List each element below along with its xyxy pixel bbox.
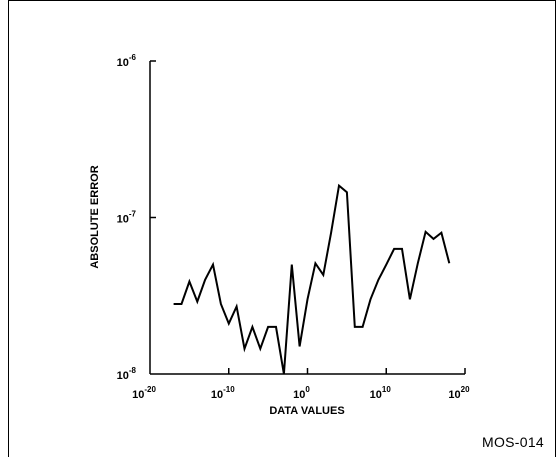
- figure-id: MOS-014: [481, 434, 544, 450]
- y-tick-label: 10-7: [117, 210, 137, 226]
- x-axis-label: DATA VALUES: [269, 405, 344, 417]
- x-tick-label: 100: [293, 385, 310, 401]
- x-tick-label: 10-20: [132, 385, 156, 401]
- y-tick-label: 10-6: [117, 53, 137, 69]
- x-tick-label: 1010: [370, 385, 392, 401]
- x-tick-label: 1020: [448, 385, 470, 401]
- figure-frame: [8, 0, 556, 457]
- y-tick-label: 10-8: [117, 366, 137, 382]
- x-tick-label: 10-10: [211, 385, 235, 401]
- y-axis-label: ABSOLUTE ERROR: [89, 165, 101, 268]
- series-line: [173, 183, 451, 375]
